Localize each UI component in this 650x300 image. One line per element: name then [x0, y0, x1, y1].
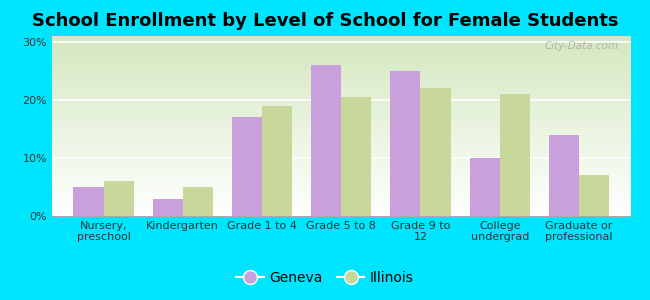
Text: City-Data.com: City-Data.com [545, 41, 619, 51]
Bar [73, 187, 103, 216]
Bar [262, 106, 292, 216]
Bar [470, 158, 500, 216]
Text: School Enrollment by Level of School for Female Students: School Enrollment by Level of School for… [32, 12, 618, 30]
Bar [549, 135, 579, 216]
Bar [421, 88, 450, 216]
Bar [232, 117, 262, 216]
Bar [579, 176, 609, 216]
Bar [311, 65, 341, 216]
Bar [183, 187, 213, 216]
Legend: Geneva, Illinois: Geneva, Illinois [231, 265, 419, 290]
Bar [153, 199, 183, 216]
Bar [341, 97, 371, 216]
Bar [391, 71, 421, 216]
Bar [103, 181, 134, 216]
Bar [500, 94, 530, 216]
